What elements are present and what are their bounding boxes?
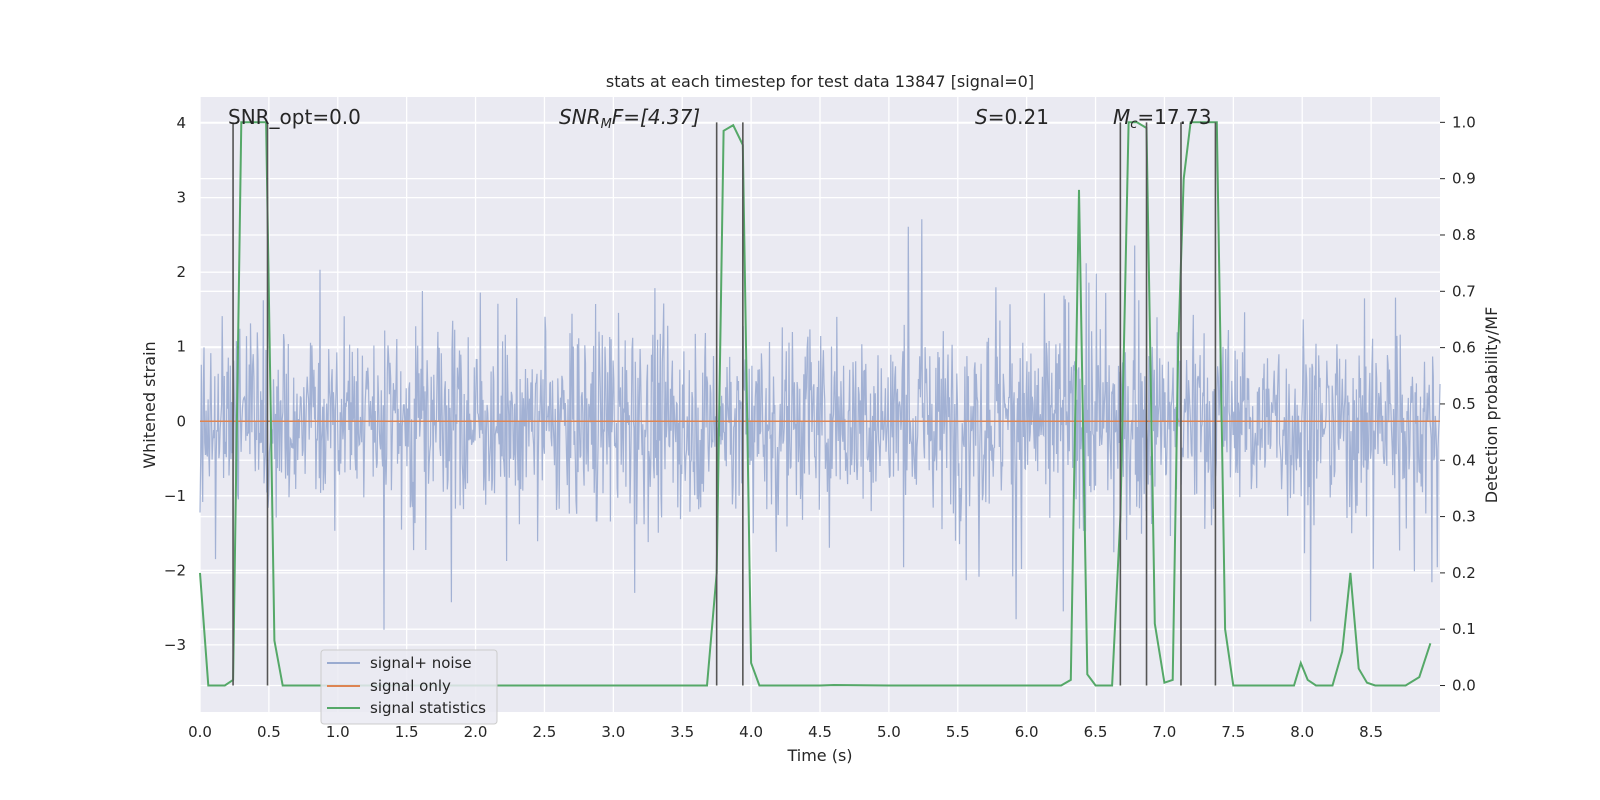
legend-label-signal-noise: signal+ noise [370,654,472,672]
x-tick-label: 3.0 [601,723,625,741]
annotation-mc: Mc=17.73 [1113,105,1211,132]
legend: signal+ noise signal only signal statist… [320,649,498,725]
y-tick-label: 3 [176,189,186,207]
x-axis-label: Time (s) [786,746,852,765]
y2-tick-label: 0.5 [1452,395,1476,413]
chart-title: stats at each timestep for test data 138… [606,72,1034,91]
annotation-s: S=0.21 [975,105,1049,129]
y2-tick-label: 1.0 [1452,113,1476,131]
annotation-snr-opt: SNR_opt=0.0 [228,105,361,129]
y-tick-label: −2 [164,561,186,579]
x-tick-label: 0.5 [257,723,281,741]
x-tick-label: 2.5 [533,723,557,741]
x-tick-label: 8.5 [1359,723,1383,741]
y-tick-label: 1 [176,338,186,356]
x-tick-label: 5.5 [946,723,970,741]
y2-tick-label: 0.4 [1452,451,1476,469]
y-tick-label: 2 [176,263,186,281]
y2-tick-label: 0.7 [1452,282,1476,300]
y2-axis-ticks: 1.0 0.9 0.8 0.7 0.6 0.5 0.4 0.3 0.2 0.1 0.0 [1440,113,1476,695]
x-tick-label: 4.0 [739,723,763,741]
y2-tick-label: 0.2 [1452,564,1476,582]
x-tick-label: 7.0 [1153,723,1177,741]
x-axis-ticks: 0.0 0.5 1.0 1.5 2.0 2.5 3.0 3.5 4.0 4.5 5.0 5.5 6.0 6… [188,723,1383,741]
x-tick-label: 1.5 [395,723,419,741]
y2-tick-label: 0.0 [1452,677,1476,695]
y2-tick-label: 0.1 [1452,620,1476,638]
y2-tick-label: 0.3 [1452,508,1476,526]
legend-label-signal-only: signal only [370,677,451,695]
x-tick-label: 5.0 [877,723,901,741]
x-tick-label: 4.5 [808,723,832,741]
y-axis-ticks: 4 3 2 1 0 −1 −2 −3 [164,114,186,654]
y2-tick-label: 0.9 [1452,170,1476,188]
y-tick-label: 0 [176,412,186,430]
detection-markers [232,122,1217,686]
y-tick-label: −1 [164,487,186,505]
x-tick-label: 8.0 [1290,723,1314,741]
legend-label-signal-statistics: signal statistics [370,699,486,717]
y-tick-label: −3 [164,636,186,654]
y2-tick-label: 0.8 [1452,226,1476,244]
x-tick-label: 2.0 [464,723,488,741]
series-signal-noise [199,219,1441,630]
annotation-snr-mf: SNRMF=[4.37] [559,105,700,132]
x-tick-label: 1.0 [326,723,350,741]
y2-tick-label: 0.6 [1452,339,1476,357]
y-axis-label: Whitened strain [140,341,159,468]
y-tick-label: 4 [176,114,186,132]
x-tick-label: 3.5 [670,723,694,741]
legend-box [320,649,498,725]
series-line-signal-noise [199,219,1441,630]
x-tick-label: 6.0 [1015,723,1039,741]
x-tick-label: 0.0 [188,723,212,741]
x-tick-label: 7.5 [1221,723,1245,741]
y2-axis-label: Detection probability/MF [1482,307,1501,504]
x-tick-label: 6.5 [1084,723,1108,741]
